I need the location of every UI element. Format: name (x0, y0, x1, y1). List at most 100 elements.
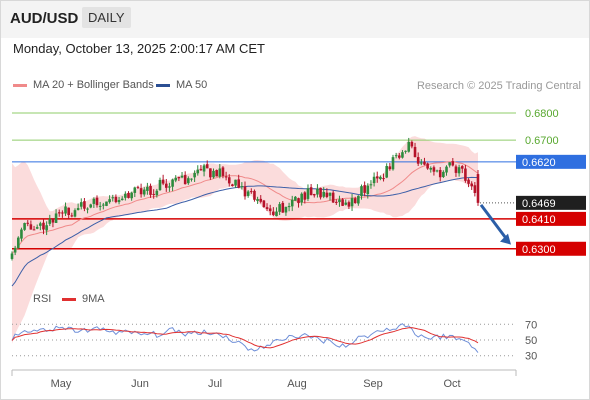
candle-body (171, 179, 174, 187)
candle-body (16, 237, 20, 248)
candle-body (127, 193, 130, 198)
candle-body (231, 184, 234, 187)
candle-body (338, 199, 341, 203)
candle-body (76, 208, 80, 211)
candle-body (303, 192, 307, 200)
candle-body (42, 222, 45, 230)
candle-body (429, 167, 433, 170)
candle-body (73, 210, 77, 217)
forecast-arrow-head (500, 233, 511, 245)
candle-body (102, 204, 105, 206)
level-tag-0.6620 (516, 154, 586, 169)
candle-body (382, 178, 385, 180)
candle-body (193, 172, 196, 178)
candle-body (29, 224, 33, 230)
candle-body (221, 167, 225, 176)
candle-body (341, 199, 344, 206)
credit-text: Research © 2025 Trading Central (416, 80, 581, 92)
candle-body (130, 192, 133, 199)
candle-body (142, 189, 146, 195)
x-tick-label: Oct (443, 378, 460, 390)
candle-body (275, 211, 278, 217)
candle-body (180, 175, 184, 178)
candle-body (281, 202, 285, 213)
period-button[interactable]: DAILY (82, 7, 131, 28)
candle-body (284, 206, 288, 213)
candle-body (89, 204, 93, 208)
candle-body (385, 166, 388, 178)
candle-body (152, 193, 155, 195)
candle-body (155, 190, 159, 196)
x-tick-label: Aug (287, 378, 307, 390)
candle-body (442, 171, 445, 177)
candle-body (61, 212, 64, 214)
candle-body (196, 169, 200, 174)
legend-ma50-label: MA 50 (176, 79, 208, 91)
candle-body (259, 198, 263, 202)
candle-body (360, 186, 363, 197)
candle-body (146, 186, 149, 191)
candle-body (435, 170, 439, 172)
candle-body (407, 141, 411, 152)
level-tag-0.6410 (516, 211, 586, 226)
level-label-0.6469: 0.6469 (522, 198, 556, 210)
chart-header: AUD/USD DAILY (0, 0, 590, 38)
candle-body (20, 229, 23, 239)
level-label-0.6300: 0.6300 (522, 244, 556, 256)
candle-body (388, 166, 392, 170)
candle-body (300, 193, 303, 203)
candle-body (117, 200, 121, 203)
candle-body (357, 195, 360, 204)
candle-body (391, 157, 395, 170)
candle-body (366, 185, 370, 195)
candle-body (161, 179, 165, 184)
candle-body (397, 155, 401, 158)
candle-body (476, 174, 480, 203)
rsi-level-label-70: 70 (525, 319, 537, 331)
candle-body (183, 175, 187, 185)
candle-body (328, 192, 332, 196)
candle-body (26, 222, 30, 224)
ma50-swatch (156, 83, 170, 87)
candle-body (312, 194, 316, 196)
level-tag-0.6300 (516, 241, 586, 256)
candle-body (470, 183, 474, 187)
candle-body (265, 207, 269, 209)
candle-body (420, 162, 423, 164)
candle-body (401, 152, 404, 158)
candle-body (23, 223, 26, 230)
candle-body (448, 162, 451, 166)
candle-body (416, 157, 420, 164)
candle-body (139, 188, 143, 195)
candle-body (111, 197, 115, 199)
candle-body (215, 170, 218, 177)
candle-body (64, 206, 67, 214)
candle-body (347, 202, 351, 207)
candle-body (460, 166, 464, 169)
x-tick-label: Sep (363, 378, 383, 390)
candle-body (410, 141, 414, 147)
legend-rsi-ma-label: 9MA (82, 293, 105, 305)
candle-body (35, 227, 39, 229)
candle-body (331, 192, 335, 203)
candle-body (95, 197, 99, 206)
candle-body (253, 190, 256, 200)
candle-body (105, 201, 108, 206)
candle-body (48, 218, 52, 224)
candle-body (316, 188, 319, 195)
candle-body (67, 207, 70, 215)
candle-body (108, 199, 111, 203)
candle-body (423, 161, 426, 165)
candle-body (212, 170, 215, 178)
candle-body (246, 191, 250, 196)
candle-body (464, 168, 467, 181)
candle-body (45, 225, 48, 231)
candle-body (177, 176, 181, 179)
candle-body (290, 199, 294, 207)
bollinger-band (12, 136, 478, 344)
candle-body (344, 202, 348, 205)
candle-body (240, 186, 244, 188)
legend-rsi-ma: 9MA (62, 293, 105, 305)
timestamp: Monday, October 13, 2025 2:00:17 AM CET (13, 41, 265, 56)
